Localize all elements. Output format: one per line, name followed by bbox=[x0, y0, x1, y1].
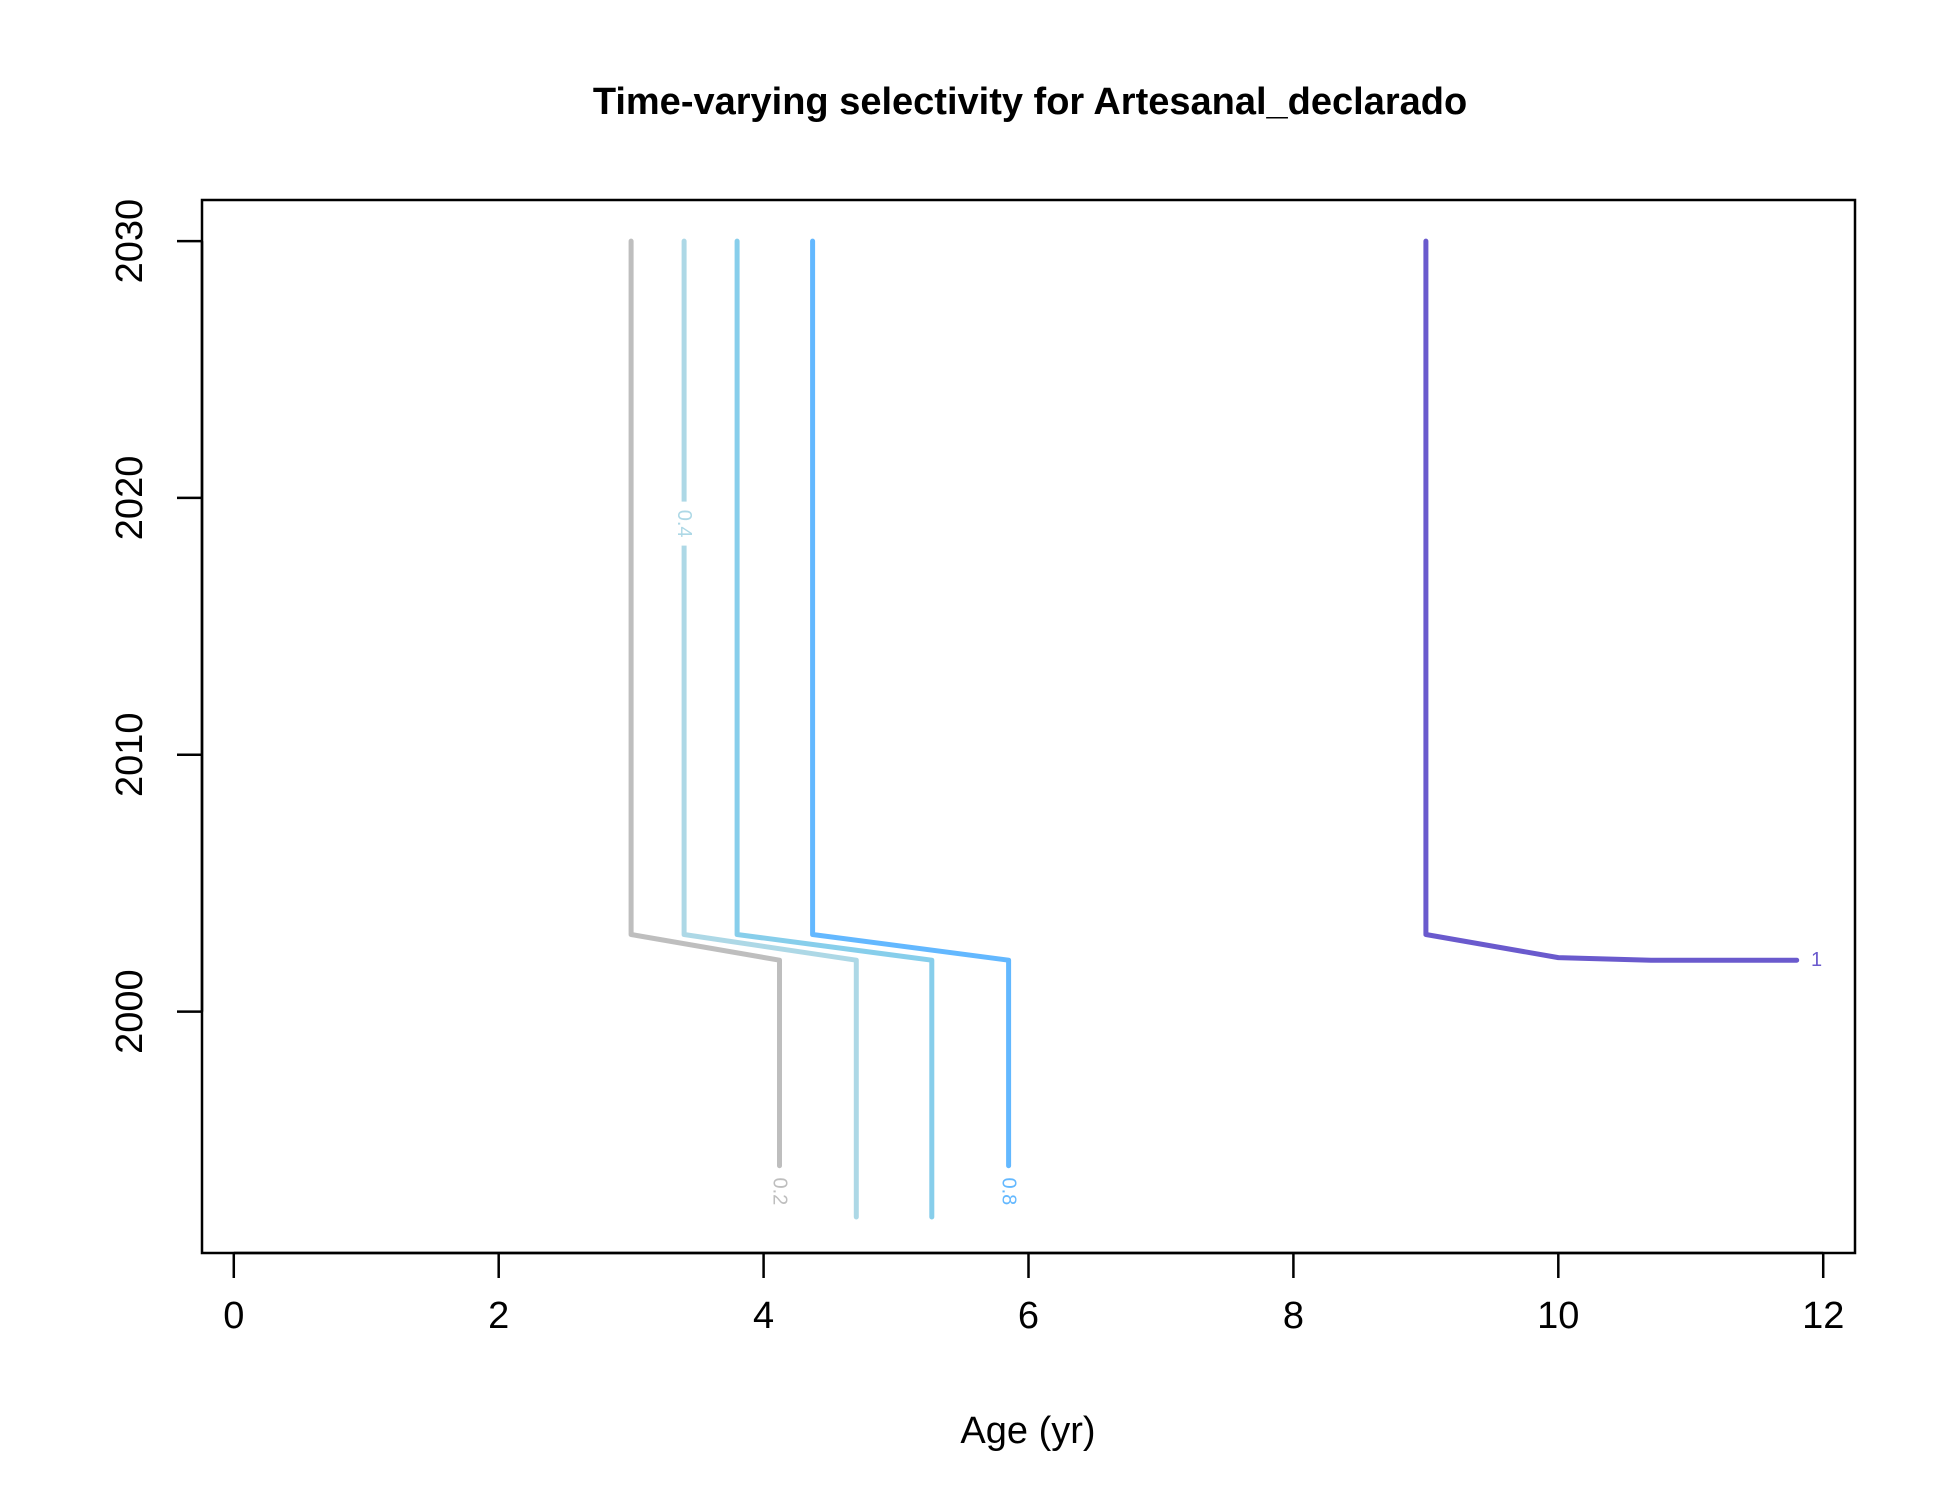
plot-frame bbox=[200, 198, 1857, 1255]
contour-labels: 0.2 0.4 0.8 1 bbox=[673, 501, 1822, 1214]
x-tick-label: 6 bbox=[1018, 1295, 1039, 1337]
contour-line bbox=[681, 238, 859, 1220]
x-axis-label: Age (yr) bbox=[960, 1410, 1095, 1452]
x-tick-label: 4 bbox=[753, 1295, 774, 1337]
contour-line bbox=[734, 238, 935, 1220]
contour-line bbox=[1423, 238, 1800, 963]
x-tick-label: 12 bbox=[1802, 1295, 1844, 1337]
x-tick-label: 10 bbox=[1537, 1295, 1579, 1337]
contour-line bbox=[810, 238, 1012, 1169]
contour-label-gap bbox=[674, 501, 695, 546]
x-tick-label: 8 bbox=[1283, 1295, 1304, 1337]
x-tick-label: 0 bbox=[223, 1295, 244, 1337]
contour-lines bbox=[628, 238, 1800, 1220]
y-tick-label: 2020 bbox=[109, 456, 151, 541]
x-tick-label: 2 bbox=[488, 1295, 509, 1337]
y-axis: 2000 2010 2020 2030 bbox=[109, 199, 204, 1054]
y-tick-label: 2030 bbox=[109, 199, 151, 284]
contour-label-gap bbox=[769, 1169, 790, 1214]
contour-line bbox=[628, 238, 782, 1169]
contour-label: 0.2 bbox=[768, 1177, 790, 1205]
chart-title: Time-varying selectivity for Artesanal_d… bbox=[593, 81, 1467, 123]
contour-label: 0.8 bbox=[998, 1177, 1020, 1205]
contour-label: 0.4 bbox=[673, 510, 695, 538]
contour-label-gap bbox=[998, 1169, 1019, 1214]
y-tick-label: 2010 bbox=[109, 712, 151, 797]
y-tick-label: 2000 bbox=[109, 969, 151, 1054]
contour-label: 1 bbox=[1811, 949, 1822, 971]
x-axis: 0 2 4 6 8 10 12 bbox=[223, 1251, 1844, 1337]
